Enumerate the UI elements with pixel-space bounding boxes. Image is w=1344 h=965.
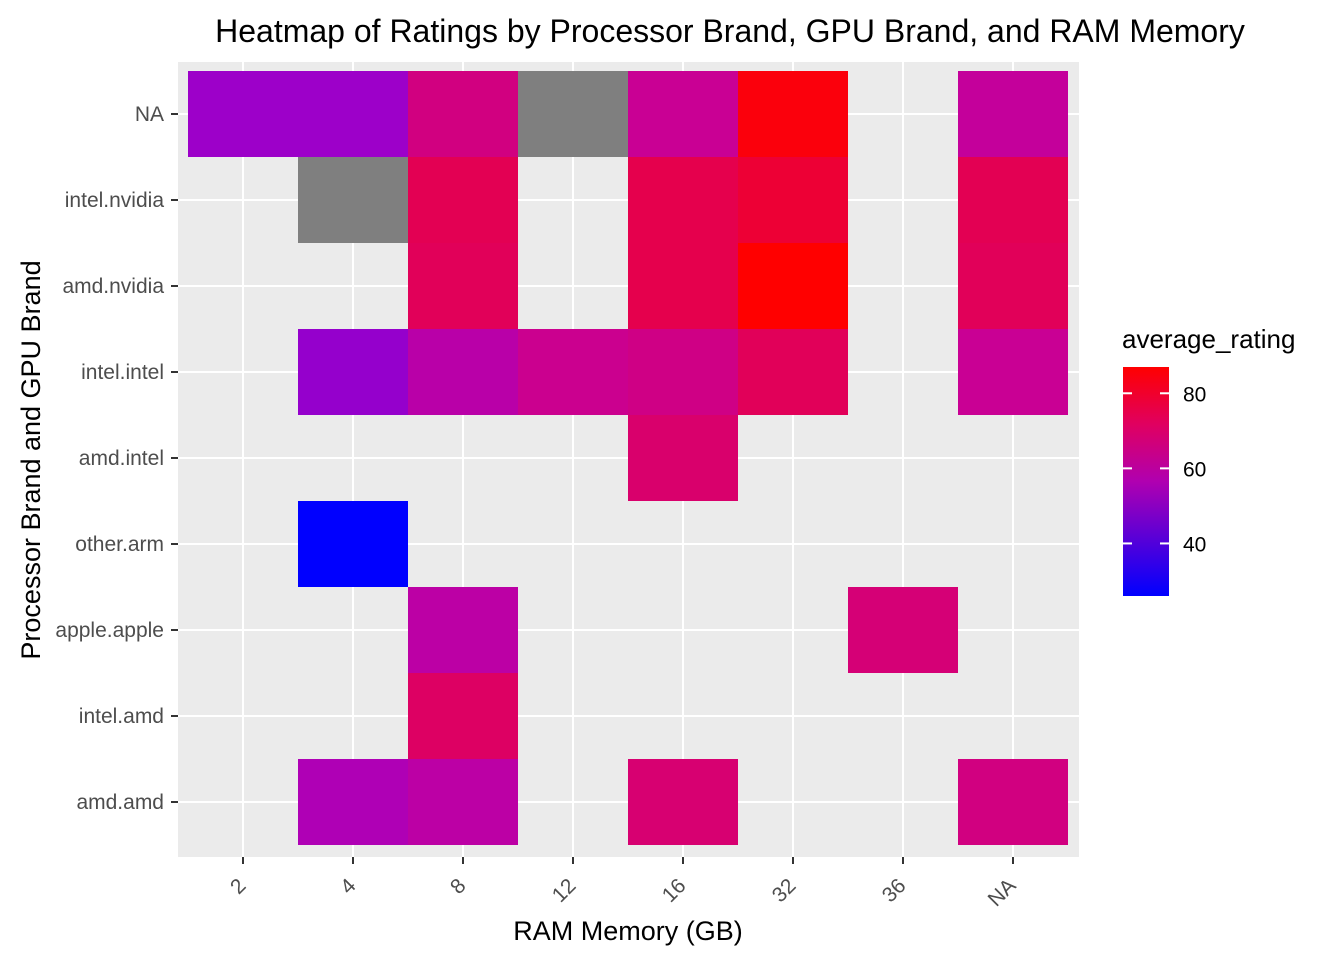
heatmap-cell	[298, 71, 408, 157]
heatmap-cell	[958, 157, 1068, 243]
y-tick-label: amd.nvidia	[62, 275, 164, 298]
y-tick-label: amd.intel	[79, 447, 164, 470]
legend-colorbar	[1123, 367, 1169, 596]
heatmap-cell	[628, 759, 738, 845]
y-tick-label: intel.amd	[79, 705, 164, 728]
heatmap-cell	[628, 329, 738, 415]
x-tick-label: 2	[226, 874, 251, 899]
x-tick-label: 36	[878, 874, 911, 907]
heatmap-cell	[518, 71, 628, 157]
heatmap-cell	[628, 243, 738, 329]
y-tick-label: apple.apple	[55, 619, 164, 642]
heatmap-cell	[518, 329, 628, 415]
y-axis-ticks: NA intel.nvidia amd.nvidia intel.intel amd.i…	[55, 103, 178, 814]
y-tick-label: other.arm	[75, 533, 164, 556]
heatmap-cell	[408, 243, 518, 329]
y-axis-title: Processor Brand and GPU Brand	[16, 260, 46, 659]
x-axis-ticks: 2 4 8 12 16 32 36 NA	[226, 857, 1021, 911]
heatmap-cell	[408, 759, 518, 845]
legend-tick-label: 80	[1183, 383, 1206, 406]
heatmap-cell	[738, 243, 848, 329]
legend-ticks: 40 60 80	[1123, 383, 1206, 556]
heatmap-cell	[738, 71, 848, 157]
heatmap-cell	[628, 415, 738, 501]
heatmap-cell	[738, 329, 848, 415]
heatmap-cells	[188, 71, 1068, 845]
heatmap-cell	[298, 157, 408, 243]
heatmap-cell	[958, 243, 1068, 329]
heatmap-cell	[628, 71, 738, 157]
heatmap-cell	[958, 71, 1068, 157]
heatmap-cell	[848, 587, 958, 673]
heatmap-cell	[628, 157, 738, 243]
heatmap-cell	[188, 71, 298, 157]
heatmap-cell	[958, 329, 1068, 415]
x-tick-label: 12	[548, 874, 581, 907]
heatmap-cell	[408, 673, 518, 759]
x-tick-label: 8	[446, 874, 471, 899]
heatmap-cell	[298, 759, 408, 845]
heatmap-cell	[408, 157, 518, 243]
x-tick-label: 4	[336, 874, 361, 899]
legend-title: average_rating	[1122, 324, 1295, 354]
x-tick-label: NA	[984, 874, 1021, 911]
y-tick-label: amd.amd	[76, 791, 164, 814]
chart-title: Heatmap of Ratings by Processor Brand, G…	[215, 13, 1245, 49]
y-tick-label: NA	[135, 103, 164, 126]
x-tick-label: 16	[658, 874, 691, 907]
heatmap-cell	[408, 71, 518, 157]
heatmap-cell	[298, 329, 408, 415]
color-legend: average_rating 40 60 80	[1122, 324, 1295, 596]
y-tick-label: intel.nvidia	[65, 189, 165, 212]
heatmap-cell	[958, 759, 1068, 845]
legend-tick-label: 60	[1183, 458, 1206, 481]
legend-tick-label: 40	[1183, 533, 1206, 556]
x-tick-label: 32	[768, 874, 801, 907]
heatmap-cell	[408, 587, 518, 673]
heatmap-cell	[408, 329, 518, 415]
y-tick-label: intel.intel	[81, 361, 164, 384]
heatmap-cell	[298, 501, 408, 587]
heatmap-cell	[738, 157, 848, 243]
x-axis-title: RAM Memory (GB)	[513, 916, 743, 946]
